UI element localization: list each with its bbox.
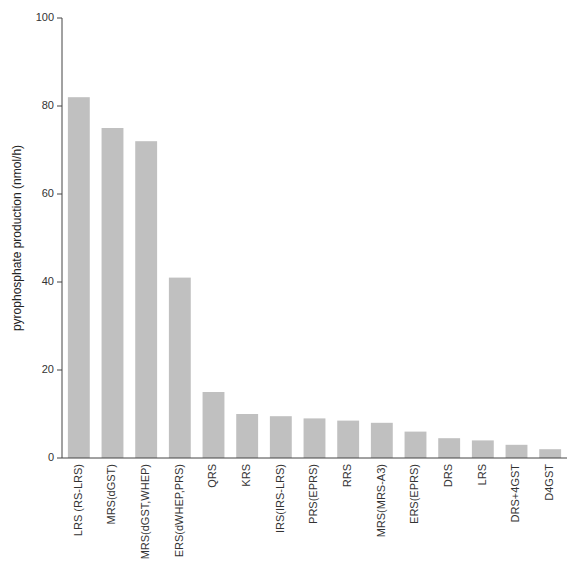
y-tick-label: 40 xyxy=(42,275,54,287)
bar xyxy=(337,421,359,458)
y-tick-label: 0 xyxy=(48,451,54,463)
x-tick-label: PRS(EPRS) xyxy=(307,464,319,524)
bar xyxy=(236,414,258,458)
x-tick-label: MRS(dGST,WHEP) xyxy=(139,464,151,559)
x-axis-line xyxy=(62,458,567,459)
x-tick-label: QRS xyxy=(206,464,218,488)
bar xyxy=(135,141,157,458)
bar xyxy=(169,278,191,458)
y-tick-label: 20 xyxy=(42,363,54,375)
bar xyxy=(304,418,326,458)
bar xyxy=(438,438,460,458)
x-tick-label: D4GST xyxy=(543,464,555,501)
bar xyxy=(506,445,528,458)
x-tick-label: ERS(dWHEP,PRS) xyxy=(173,464,185,557)
axes: 0 20 40 60 80 100 LRS (RS-LRS) MRS(dGST) MRS(dGS… xyxy=(36,11,567,559)
x-tick-label: IRS(IRS-LRS) xyxy=(274,464,286,533)
y-tick xyxy=(57,282,62,283)
y-axis-title: pyrophosphate production (nmol/h) xyxy=(10,145,24,331)
bar xyxy=(472,440,494,458)
y-tick-label: 100 xyxy=(36,11,54,23)
bar xyxy=(102,128,124,458)
chart-svg: 0 20 40 60 80 100 LRS (RS-LRS) MRS(dGST) MRS(dGS… xyxy=(0,0,581,580)
bar xyxy=(68,97,90,458)
bar xyxy=(405,432,427,458)
bars xyxy=(68,97,561,458)
x-tick-label: DRS xyxy=(442,464,454,487)
chart-container: 0 20 40 60 80 100 LRS (RS-LRS) MRS(dGST) MRS(dGS… xyxy=(0,0,581,580)
bar xyxy=(270,416,292,458)
bar xyxy=(203,392,225,458)
y-tick xyxy=(57,18,62,19)
x-tick-label: DRS+4GST xyxy=(509,464,521,523)
y-tick-label: 80 xyxy=(42,99,54,111)
y-tick-label: 60 xyxy=(42,187,54,199)
x-tick-label: MRS(MRS-A3) xyxy=(375,464,387,537)
x-tick-label: LRS xyxy=(476,464,488,485)
bar xyxy=(371,423,393,458)
x-tick-label: ERS(EPRS) xyxy=(408,464,420,524)
x-tick-label: MRS(dGST) xyxy=(105,464,117,525)
x-tick-label: LRS (RS-LRS) xyxy=(72,464,84,536)
x-tick-label: KRS xyxy=(240,464,252,487)
y-tick xyxy=(57,370,62,371)
x-tick-label: RRS xyxy=(341,464,353,487)
y-tick xyxy=(57,458,62,459)
bar xyxy=(539,449,561,458)
y-tick xyxy=(57,194,62,195)
y-tick xyxy=(57,106,62,107)
y-axis-line xyxy=(62,18,63,458)
